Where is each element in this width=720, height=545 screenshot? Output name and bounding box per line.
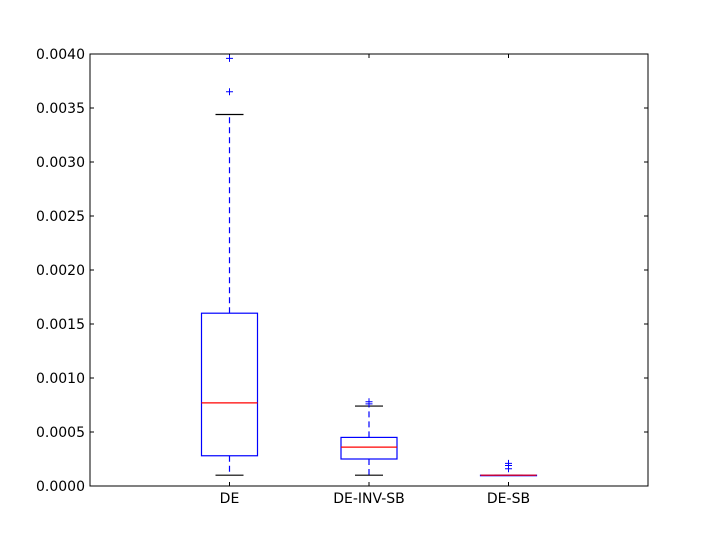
y-tick-label: 0.0015 xyxy=(36,317,85,333)
plot-area xyxy=(89,53,649,487)
y-tick-label: 0.0035 xyxy=(36,101,85,117)
y-tick-label: 0.0020 xyxy=(36,263,85,279)
x-tick-label: DE-INV-SB xyxy=(333,491,405,507)
y-tick-label: 0.0025 xyxy=(36,209,85,225)
outlier-point xyxy=(226,54,233,62)
x-tick-label: DE xyxy=(220,491,240,507)
y-tick-label: 0.0030 xyxy=(36,155,85,171)
box-de-sb xyxy=(479,459,538,477)
iqr-box xyxy=(200,312,259,457)
y-tick-label: 0.0010 xyxy=(36,371,85,387)
boxes xyxy=(200,54,538,477)
y-tick-label: 0.0000 xyxy=(36,479,85,495)
y-axis: 0.0000 0.0005 0.0010 0.0015 0.0020 0.0025 0.00… xyxy=(36,47,648,495)
y-tick-label: 0.0005 xyxy=(36,425,85,441)
outlier-point xyxy=(505,459,512,467)
iqr-box xyxy=(340,436,398,460)
x-tick-label: DE-SB xyxy=(487,491,530,507)
y-tick-label: 0.0040 xyxy=(36,47,85,63)
outlier-point xyxy=(365,398,373,406)
box-de-inv-sb xyxy=(340,398,398,476)
outlier-point xyxy=(226,88,233,96)
box-de xyxy=(200,54,259,476)
x-axis: DE DE-INV-SB DE-SB xyxy=(220,54,530,507)
